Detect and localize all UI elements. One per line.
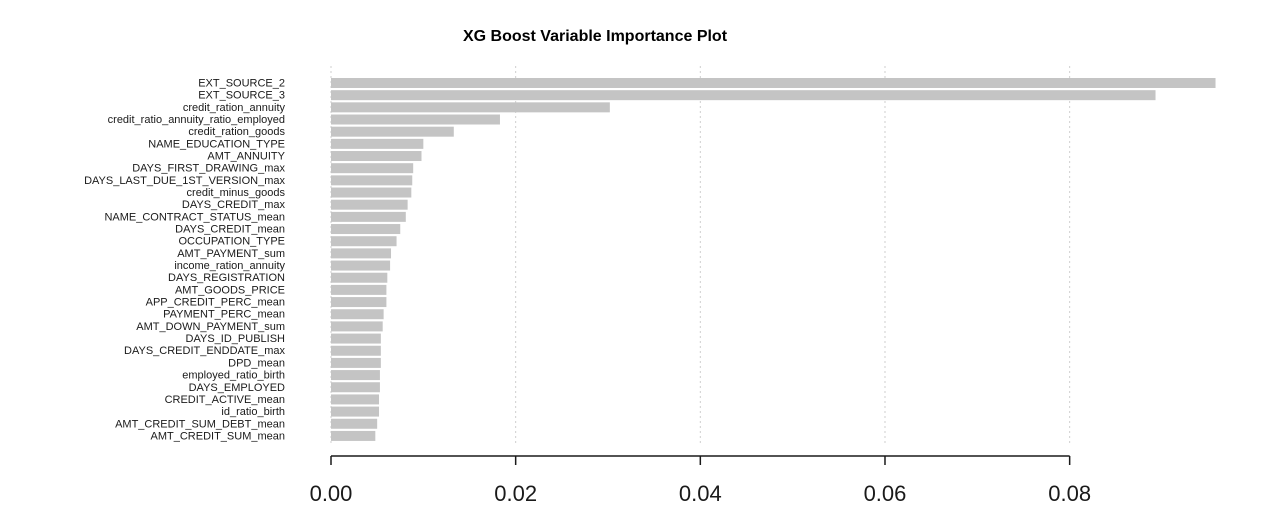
category-label-26: CREDIT_ACTIVE_mean [165,394,285,406]
x-tick-label-1: 0.02 [494,481,537,506]
category-label-1: EXT_SOURCE_3 [198,90,285,102]
bar-7 [331,163,414,174]
category-label-17: AMT_GOODS_PRICE [175,284,285,296]
bar-1 [331,90,1156,101]
bar-13 [331,236,397,247]
bar-12 [331,224,401,235]
category-label-25: DAYS_EMPLOYED [189,382,285,394]
category-label-15: income_ration_annuity [174,260,285,272]
bar-23 [331,357,381,368]
bar-27 [331,406,380,417]
bars [331,78,1216,441]
category-label-29: AMT_CREDIT_SUM_mean [151,430,285,442]
bar-19 [331,309,384,320]
category-label-0: EXT_SOURCE_2 [198,78,285,90]
bar-28 [331,418,378,429]
category-label-9: credit_minus_goods [187,187,286,199]
x-axis: 0.00 0.02 0.04 0.06 0.08 [310,455,1091,506]
category-label-4: credit_ration_goods [188,126,285,138]
category-label-18: APP_CREDIT_PERC_mean [146,297,285,309]
category-label-22: DAYS_CREDIT_ENDDATE_max [124,345,285,357]
chart-title: XG Boost Variable Importance Plot [462,28,728,45]
bar-2 [331,102,610,113]
bar-16 [331,272,388,283]
category-label-6: AMT_ANNUITY [207,151,285,163]
bar-20 [331,321,383,332]
bar-11 [331,211,406,222]
bar-15 [331,260,391,271]
category-label-20: AMT_DOWN_PAYMENT_sum [136,321,285,333]
bar-6 [331,151,422,162]
category-label-14: AMT_PAYMENT_sum [177,248,285,260]
x-tick-label-3: 0.06 [864,481,907,506]
x-tick-label-4: 0.08 [1048,481,1091,506]
category-label-27: id_ratio_birth [221,406,285,418]
category-labels: EXT_SOURCE_2EXT_SOURCE_3credit_ration_an… [84,78,286,443]
bar-8 [331,175,413,186]
category-label-8: DAYS_LAST_DUE_1ST_VERSION_max [84,175,285,187]
bar-25 [331,382,380,393]
category-label-10: DAYS_CREDIT_max [182,199,286,211]
category-label-3: credit_ratio_annuity_ratio_employed [108,114,285,126]
bar-22 [331,345,381,356]
category-label-19: PAYMENT_PERC_mean [163,309,285,321]
category-label-13: OCCUPATION_TYPE [178,236,285,248]
bar-5 [331,138,424,149]
bar-10 [331,199,408,210]
bar-26 [331,394,380,405]
bar-3 [331,114,500,125]
bar-14 [331,248,392,259]
category-label-28: AMT_CREDIT_SUM_DEBT_mean [115,418,285,430]
bar-21 [331,333,381,344]
category-label-12: DAYS_CREDIT_mean [175,224,285,236]
category-label-11: NAME_CONTRACT_STATUS_mean [104,211,285,223]
bar-9 [331,187,412,198]
category-label-7: DAYS_FIRST_DRAWING_max [132,163,285,175]
bar-29 [331,430,376,441]
category-label-23: DPD_mean [228,357,285,369]
bar-17 [331,284,387,295]
category-label-21: DAYS_ID_PUBLISH [186,333,286,345]
category-label-16: DAYS_REGISTRATION [168,272,285,284]
category-label-5: NAME_EDUCATION_TYPE [148,138,285,150]
bar-24 [331,370,380,381]
bar-18 [331,297,387,308]
bar-4 [331,126,454,137]
bar-0 [331,78,1216,88]
x-tick-label-0: 0.00 [310,481,353,506]
category-label-24: employed_ratio_birth [182,370,285,382]
category-label-2: credit_ration_annuity [183,102,286,114]
x-tick-label-2: 0.04 [679,481,722,506]
